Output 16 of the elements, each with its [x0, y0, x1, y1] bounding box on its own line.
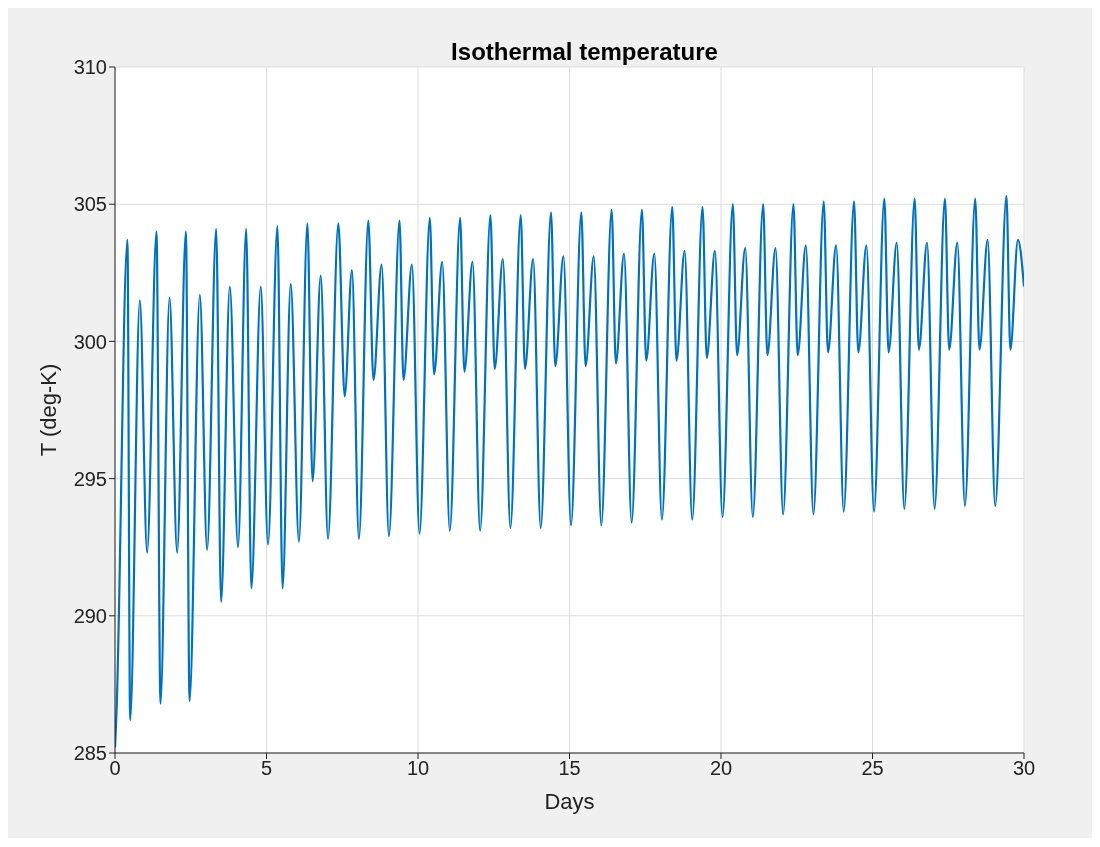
x-tick-label: 20	[709, 757, 733, 780]
x-tick-label: 15	[558, 757, 581, 780]
x-tick-label: 5	[260, 757, 273, 780]
chart-title: Isothermal temperature	[450, 38, 719, 66]
x-tick-label: 0	[109, 757, 121, 780]
y-tick-label: 310	[73, 56, 107, 79]
y-tick-label: 290	[73, 604, 107, 627]
x-tick-label: 25	[861, 757, 884, 780]
y-tick-label: 295	[73, 467, 107, 490]
y-tick-label: 285	[73, 742, 107, 765]
y-axis-title: T (deg-K)	[35, 363, 61, 457]
x-tick-label: 10	[406, 757, 430, 780]
y-tick-label: 300	[73, 330, 107, 353]
y-tick-label: 305	[73, 193, 107, 216]
x-axis-title: Days	[544, 789, 595, 814]
x-tick-label: 30	[1012, 757, 1036, 780]
